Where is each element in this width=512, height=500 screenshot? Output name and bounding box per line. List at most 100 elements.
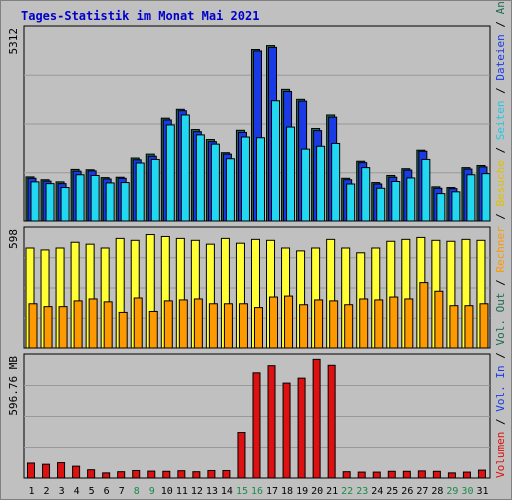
bar-rechner-day-21 [329, 300, 339, 349]
bar-rechner-day-4 [73, 300, 83, 349]
legend-segment-12: Dateien [494, 34, 507, 80]
x-tick-label-day-17: 17 [266, 486, 278, 497]
bar-rechner-day-25 [389, 296, 399, 349]
bar-rechner-day-17 [269, 296, 279, 349]
bar-rechner-day-7 [118, 311, 128, 349]
bar-seiten-day-27 [421, 158, 431, 222]
bar-rechner-day-8 [133, 297, 143, 349]
legend-segment-13: / [494, 14, 507, 34]
bar-volumen-day-14 [222, 469, 231, 479]
bar-rechner-day-29 [449, 305, 459, 349]
x-tick-label-day-4: 4 [74, 486, 80, 497]
bar-seiten-day-19 [301, 148, 311, 222]
bar-volumen-day-21 [327, 364, 336, 479]
bar-volumen-day-25 [387, 470, 396, 479]
bar-seiten-day-25 [391, 181, 401, 222]
bar-volumen-day-23 [357, 471, 366, 479]
bar-seiten-day-24 [376, 187, 386, 222]
bar-rechner-day-14 [223, 303, 233, 349]
legend-segment-6: Rechner [494, 226, 507, 273]
bar-rechner-day-15 [238, 303, 248, 349]
x-tick-label-day-5: 5 [89, 486, 95, 497]
legend-segment-8: Besuche [494, 160, 507, 206]
bar-rechner-day-30 [464, 305, 474, 349]
bar-rechner-day-24 [374, 299, 384, 349]
x-tick-label-day-29: 29 [446, 486, 458, 497]
x-tick-label-day-10: 10 [161, 486, 173, 497]
bar-seiten-day-12 [195, 134, 205, 222]
x-tick-label-day-12: 12 [191, 486, 203, 497]
x-tick-label-day-16: 16 [251, 486, 263, 497]
bar-rechner-day-6 [103, 301, 113, 349]
x-tick-label-day-2: 2 [44, 486, 50, 497]
x-tick-label-day-6: 6 [104, 486, 110, 497]
bar-rechner-day-27 [419, 282, 429, 349]
x-tick-label-day-27: 27 [416, 486, 428, 497]
bar-volumen-day-29 [447, 472, 456, 479]
bar-volumen-day-24 [372, 471, 381, 479]
bar-volumen-day-27 [417, 470, 426, 479]
bar-rechner-day-28 [434, 290, 444, 349]
chart-title: Tages-Statistik im Monat Mai 2021 [21, 9, 260, 23]
x-tick-label-day-30: 30 [461, 486, 473, 497]
x-tick-label-day-19: 19 [296, 486, 308, 497]
bar-rechner-day-1 [28, 303, 38, 349]
bar-seiten-day-7 [120, 182, 130, 222]
x-tick-label-day-28: 28 [431, 486, 443, 497]
x-tick-label-day-23: 23 [356, 486, 368, 497]
bar-rechner-day-16 [253, 307, 263, 349]
bar-volumen-day-10 [162, 470, 171, 479]
bar-rechner-day-3 [58, 306, 68, 349]
bar-seiten-day-9 [150, 158, 160, 222]
bar-rechner-day-9 [148, 310, 158, 349]
bar-seiten-day-14 [225, 158, 235, 222]
legend-segment-3: / [494, 346, 507, 366]
bar-volumen-day-31 [477, 469, 486, 479]
ymax-label-1: 5312 [7, 28, 20, 55]
bar-seiten-day-16 [255, 137, 265, 222]
bar-volumen-day-15 [237, 432, 246, 479]
bar-seiten-day-30 [466, 174, 476, 222]
x-tick-label-day-8: 8 [134, 486, 140, 497]
bar-seiten-day-26 [406, 177, 416, 222]
bar-volumen-day-20 [312, 358, 321, 479]
bar-volumen-day-26 [402, 470, 411, 479]
bar-seiten-day-6 [105, 182, 115, 222]
bar-rechner-day-26 [404, 298, 414, 349]
x-tick-label-day-13: 13 [206, 486, 218, 497]
bar-volumen-day-28 [432, 470, 441, 479]
bar-volumen-day-13 [207, 469, 216, 479]
bar-seiten-day-5 [90, 174, 100, 222]
x-tick-label-day-18: 18 [281, 486, 293, 497]
x-tick-label-day-26: 26 [401, 486, 413, 497]
bar-rechner-day-19 [299, 304, 309, 349]
bar-seiten-day-13 [210, 143, 220, 222]
bar-volumen-day-19 [297, 377, 306, 479]
bar-volumen-day-8 [132, 469, 141, 479]
x-tick-label-day-22: 22 [341, 486, 353, 497]
bar-seiten-day-8 [135, 162, 145, 222]
bar-seiten-day-10 [165, 124, 175, 222]
bar-volumen-day-6 [102, 472, 111, 479]
bar-rechner-day-11 [178, 299, 188, 349]
bar-volumen-day-18 [282, 382, 291, 479]
legend-segment-5: / [494, 273, 507, 293]
legend-segment-14: Anfragen [494, 0, 507, 14]
bar-seiten-day-4 [75, 174, 85, 222]
bar-seiten-day-2 [45, 183, 55, 222]
bar-volumen-day-11 [177, 470, 186, 479]
bar-volumen-day-16 [252, 372, 261, 479]
bar-seiten-day-22 [346, 183, 356, 222]
legend-segment-4: Vol. Out [494, 293, 507, 346]
legend-segment-9: / [494, 140, 507, 160]
right-legend: Volumen / Vol. In / Vol. Out / Rechner /… [494, 0, 507, 478]
bar-rechner-day-5 [88, 298, 98, 349]
legend-segment-2: Vol. In [494, 365, 507, 411]
bar-volumen-day-4 [72, 465, 81, 479]
bar-seiten-day-31 [481, 173, 491, 222]
bar-seiten-day-20 [316, 145, 326, 222]
x-tick-label-day-14: 14 [221, 486, 233, 497]
bar-rechner-day-20 [314, 299, 324, 349]
x-tick-label-day-7: 7 [119, 486, 125, 497]
